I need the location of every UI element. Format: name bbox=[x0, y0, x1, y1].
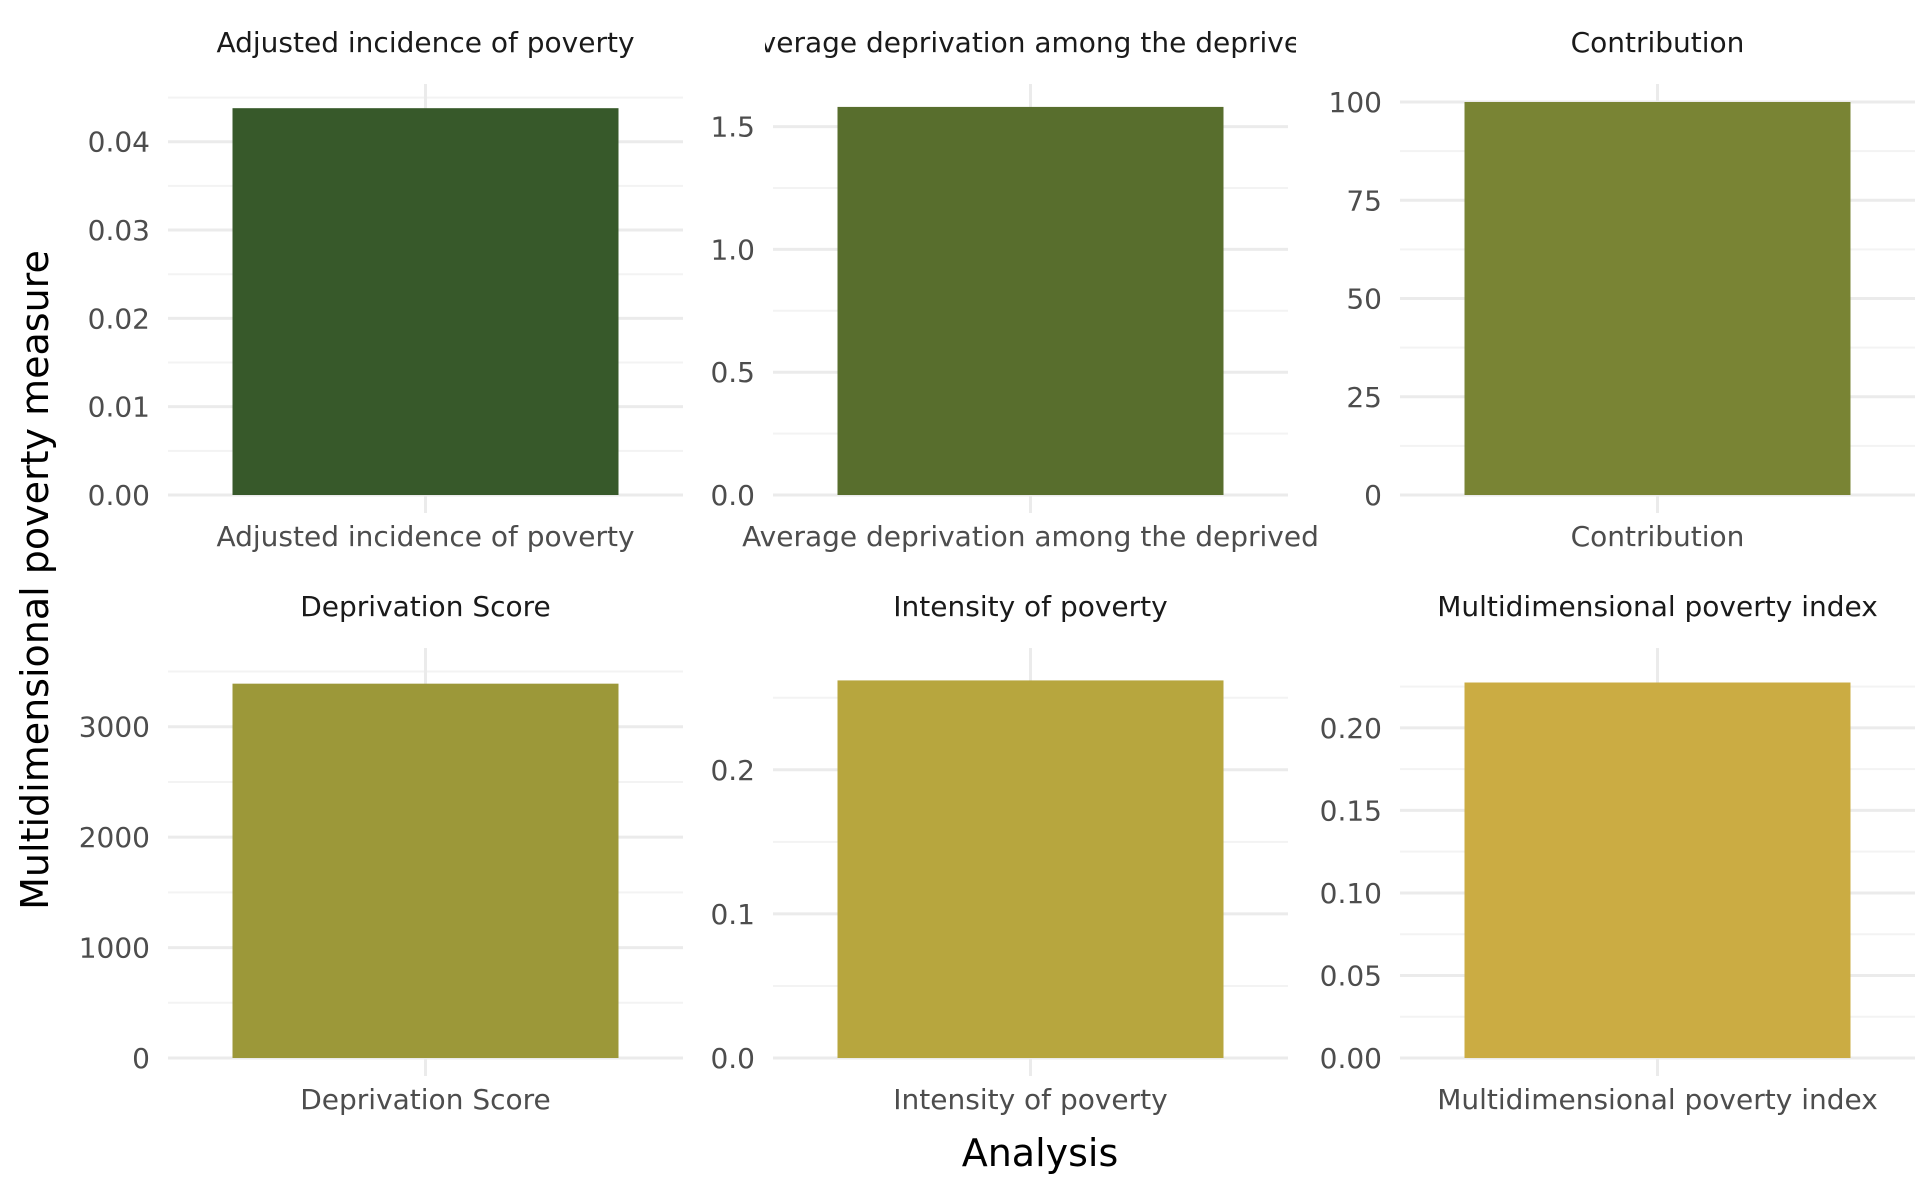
x-tick-label: Average deprivation among the deprived bbox=[742, 520, 1319, 553]
y-tick-label: 50 bbox=[1346, 283, 1382, 316]
y-tick-label: 0 bbox=[132, 1042, 150, 1075]
y-tick-label: 0.5 bbox=[710, 356, 755, 389]
bar bbox=[232, 683, 619, 1058]
y-tick-label: 25 bbox=[1346, 381, 1382, 414]
y-tick-label: 0 bbox=[1364, 479, 1382, 512]
y-tick-label: 0.00 bbox=[88, 479, 150, 512]
facet-panel: 0 1000 2000 3000 Deprivation Score Deprivatio… bbox=[79, 590, 683, 1116]
y-tick-label: 1.0 bbox=[710, 233, 755, 266]
facet-panel: 0.00 0.05 0.10 0.15 0.20 Multidimensional pov… bbox=[1320, 590, 1915, 1116]
bar bbox=[1464, 102, 1851, 495]
panel-title: Adjusted incidence of poverty bbox=[216, 26, 634, 59]
bar bbox=[837, 106, 1224, 495]
x-tick-label: Adjusted incidence of poverty bbox=[216, 520, 634, 553]
bar bbox=[232, 108, 619, 496]
y-tick-label: 0.05 bbox=[1320, 959, 1382, 992]
y-tick-label: 75 bbox=[1346, 184, 1382, 217]
panel-title: Multidimensional poverty index bbox=[1437, 590, 1878, 623]
bar bbox=[837, 680, 1224, 1058]
facet-panel: 0.0 0.5 1.0 1.5 Average deprivation among th… bbox=[710, 26, 1318, 553]
y-tick-label: 1.5 bbox=[710, 111, 755, 144]
panel-title: Intensity of poverty bbox=[893, 590, 1167, 623]
y-tick-label: 0.01 bbox=[88, 391, 150, 424]
y-tick-label: 0.1 bbox=[710, 898, 755, 931]
y-tick-label: 0.0 bbox=[710, 1042, 755, 1075]
panel-title: Contribution bbox=[1571, 26, 1745, 59]
y-tick-label: 0.15 bbox=[1320, 794, 1382, 827]
y-tick-label: 100 bbox=[1329, 86, 1382, 119]
y-tick-label: 1000 bbox=[79, 932, 150, 965]
panel-title: Deprivation Score bbox=[300, 590, 551, 623]
x-tick-label: Intensity of poverty bbox=[893, 1083, 1167, 1116]
y-tick-label: 2000 bbox=[79, 821, 150, 854]
y-tick-label: 0.03 bbox=[88, 214, 150, 247]
y-axis-title: Multidimensional poverty measure bbox=[13, 250, 57, 910]
x-tick-label: Contribution bbox=[1571, 520, 1745, 553]
y-tick-label: 0.00 bbox=[1320, 1042, 1382, 1075]
x-tick-label: Deprivation Score bbox=[300, 1083, 551, 1116]
y-tick-label: 0.2 bbox=[710, 754, 755, 787]
y-tick-label: 0.0 bbox=[710, 479, 755, 512]
y-tick-label: 0.02 bbox=[88, 302, 150, 335]
panel-title: Average deprivation among the deprived bbox=[742, 26, 1319, 59]
y-tick-label: 3000 bbox=[79, 711, 150, 744]
x-axis-title: Analysis bbox=[962, 1131, 1119, 1175]
y-tick-label: 0.10 bbox=[1320, 877, 1382, 910]
y-tick-label: 0.20 bbox=[1320, 712, 1382, 745]
bar bbox=[1464, 682, 1851, 1058]
facet-panel: 0 25 50 75 100 Contribution Contribution bbox=[1329, 26, 1915, 553]
facet-panel: 0.0 0.1 0.2 Intensity of poverty Intensity o… bbox=[710, 590, 1288, 1116]
y-tick-label: 0.04 bbox=[88, 126, 150, 159]
x-tick-label: Multidimensional poverty index bbox=[1437, 1083, 1878, 1116]
facet-panel: 0.00 0.01 0.02 0.03 0.04 Adjusted incidence o… bbox=[88, 26, 683, 553]
